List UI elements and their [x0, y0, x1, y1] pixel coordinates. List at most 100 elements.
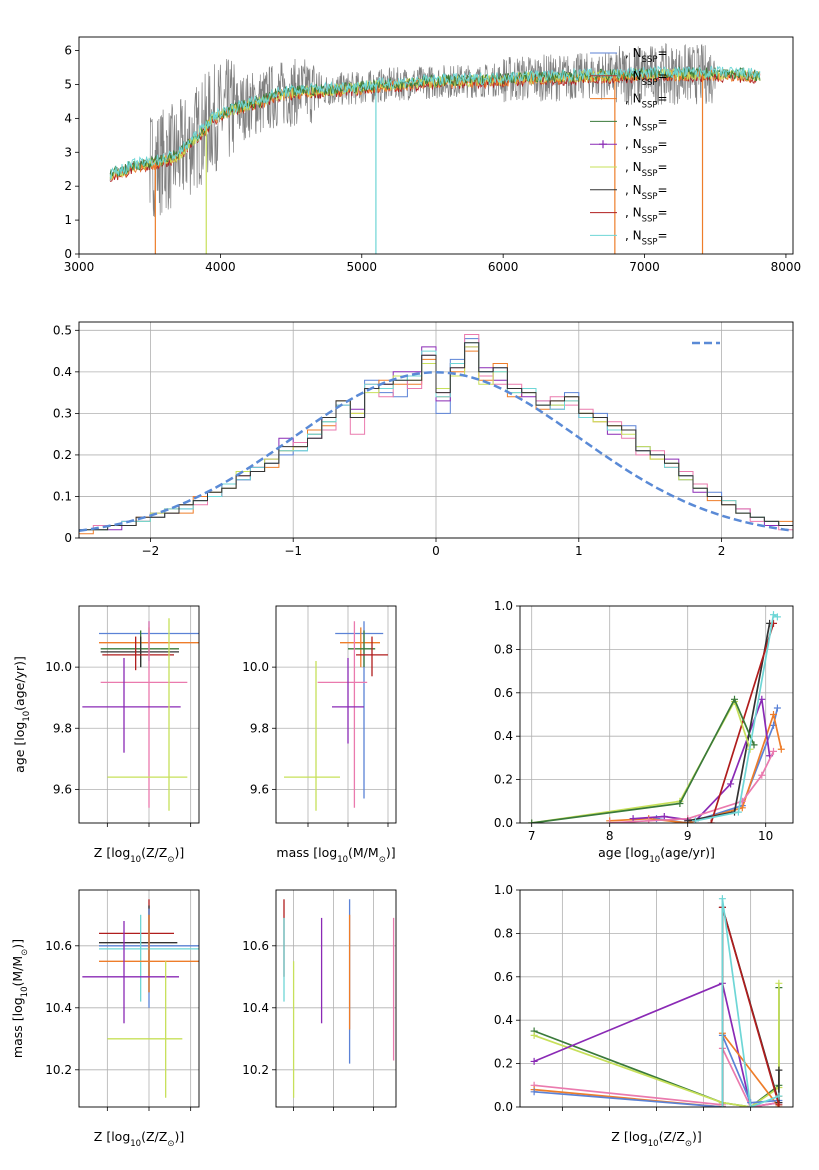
plus-marker — [758, 695, 766, 703]
normal-curve — [79, 371, 793, 532]
errorbar — [102, 636, 174, 671]
x-tick-label: 1 — [575, 544, 583, 558]
legend-nssp-eq: = — [658, 69, 668, 83]
x-axis-label-part: )] — [174, 845, 184, 860]
histogram-series — [79, 342, 793, 531]
weight-line — [695, 613, 778, 822]
errorbar — [356, 636, 388, 677]
legend-label: , NSSP= — [625, 69, 668, 88]
x-axis-label-part: (age/yr)] — [660, 845, 715, 860]
y-tick-label: 3 — [64, 145, 72, 159]
plus-marker — [775, 1066, 783, 1074]
y-tick-label: 1.0 — [494, 599, 513, 613]
y-tick-label: 0.4 — [494, 1013, 513, 1027]
plot-area — [530, 895, 783, 1107]
plus-marker — [528, 819, 536, 823]
legend-label: , NSSP= — [625, 228, 668, 247]
errorbar — [82, 657, 181, 753]
y-tick-label: 10.2 — [242, 1063, 269, 1077]
legend-nssp-prefix: , N — [625, 228, 642, 242]
y-tick-label: 10.6 — [242, 939, 269, 953]
y-tick-label: 1.0 — [494, 883, 513, 897]
plot-area — [284, 621, 388, 811]
x-tick-label: 4000 — [205, 260, 236, 274]
legend-label: , NSSP= — [625, 92, 668, 111]
mass-weight-vs-z-panel: 0.0 0.2 0.4 0.6 0.8 1.0 Z [log10(Z/Z⊙)] — [494, 883, 794, 1149]
legend-nssp-eq: = — [658, 114, 668, 128]
y-axis-label-part: 10 — [22, 711, 32, 722]
y-tick-label: 0.5 — [53, 323, 72, 337]
x-axis-label: Z [log10(Z/Z⊙)] — [94, 845, 184, 865]
plot-background — [520, 606, 793, 823]
y-tick-label: 0.8 — [494, 642, 513, 656]
weight-line — [533, 983, 780, 1107]
y-tick-label: 10.4 — [242, 1001, 269, 1015]
y-tick-label: 0 — [64, 531, 72, 545]
x-tick-label: 2 — [718, 544, 726, 558]
legend-nssp-sub: SSP — [642, 215, 658, 225]
x-axis-label: Z [log10(Z/Z⊙)] — [94, 1129, 184, 1149]
observed-spectrum — [109, 42, 724, 217]
plus-marker — [731, 695, 738, 703]
y-tick-label: 0.3 — [53, 406, 72, 420]
y-tick-label: 9.8 — [53, 721, 72, 735]
axes-frame — [275, 605, 397, 824]
legend-nssp-eq: = — [658, 137, 668, 151]
plus-marker — [599, 140, 607, 149]
plus-marker — [676, 799, 684, 807]
x-axis-label-part: 10 — [648, 1139, 659, 1149]
legend-label: , NSSP= — [625, 46, 668, 65]
legend-nssp-eq: = — [658, 228, 668, 242]
plot-area — [79, 334, 793, 535]
plus-marker — [747, 1103, 755, 1107]
x-tick-label: 6000 — [488, 260, 519, 274]
y-tick-label: 10.0 — [45, 660, 72, 674]
axes-frame — [78, 605, 200, 824]
legend-nssp-prefix: , N — [625, 160, 642, 174]
x-axis-label-part: Z [log — [94, 845, 130, 860]
x-tick-label: 0 — [432, 544, 440, 558]
weight-series — [692, 611, 781, 823]
y-tick-label: 0 — [64, 247, 72, 261]
plus-marker — [734, 808, 742, 816]
x-tick-label: 10 — [758, 829, 773, 843]
axes-frame — [78, 889, 200, 1108]
y-tick-label: 9.6 — [53, 782, 72, 796]
errorbar — [99, 914, 199, 993]
x-axis-label-part: 10 — [337, 855, 348, 865]
legend-nssp-sub: SSP — [642, 78, 658, 88]
weight-line — [633, 699, 771, 822]
y-axis-label-part: 10 — [20, 986, 30, 997]
legend-label: , NSSP= — [625, 114, 668, 133]
y-tick-label: 6 — [64, 44, 72, 58]
x-tick-label: 5000 — [346, 260, 377, 274]
x-axis-label: mass [log10(M/M⊙)] — [276, 845, 395, 865]
y-tick-label: 10.0 — [242, 660, 269, 674]
legend-nssp-eq: = — [658, 160, 668, 174]
y-axis-label-part: ⊙ — [20, 949, 30, 956]
legend-nssp-sub: SSP — [642, 169, 658, 179]
x-axis-label-part: age [log — [598, 845, 649, 860]
plus-marker — [775, 1101, 783, 1107]
axes-frame — [275, 889, 397, 1108]
errorbar — [284, 661, 340, 811]
y-tick-label: 0.2 — [494, 773, 513, 787]
legend-nssp-prefix: , N — [625, 183, 642, 197]
x-axis-label-part: (Z/Z — [141, 845, 167, 860]
weight-line — [531, 697, 755, 823]
x-axis-label-part: 10 — [130, 1139, 141, 1149]
plus-marker — [660, 812, 668, 820]
age-vs-mass-panel: 9.6 9.8 10.0 mass [log10(M/M⊙)] — [242, 605, 397, 865]
legend-nssp-eq: = — [658, 206, 668, 220]
y-tick-label: 4 — [64, 111, 72, 125]
residual-histogram-panel: −2 −1 0 1 2 0 0.1 0.2 0.3 0.4 0.5 — [53, 321, 794, 558]
plus-marker — [770, 747, 777, 755]
y-tick-label: 0.4 — [53, 365, 72, 379]
legend-nssp-prefix: , N — [625, 114, 642, 128]
y-tick-label: 9.6 — [250, 782, 269, 796]
legend-label: , NSSP= — [625, 206, 668, 225]
plus-marker — [727, 780, 735, 788]
x-tick-label: 3000 — [64, 260, 95, 274]
